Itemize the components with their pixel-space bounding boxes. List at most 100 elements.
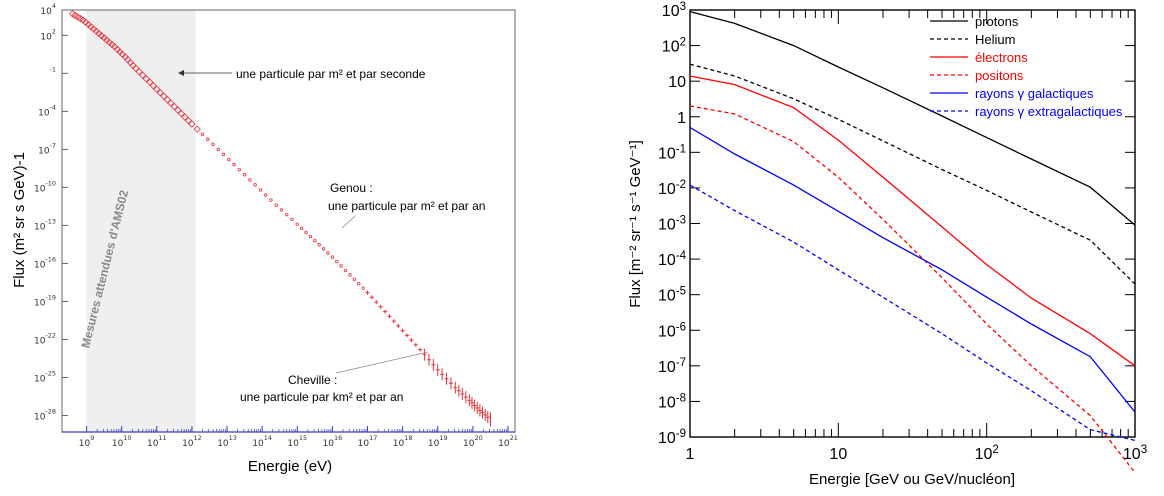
left-x-axis-label: Energie (eV) — [248, 458, 332, 475]
left-data-point — [211, 142, 215, 147]
left-data-point — [167, 99, 175, 107]
left-y-tick-label: 10-10 — [34, 179, 56, 194]
left-data-point — [103, 36, 111, 44]
left-data-point — [269, 198, 273, 202]
left-y-tick-label: 10-28 — [34, 408, 56, 423]
left-data-point — [193, 125, 201, 133]
series-line-0 — [689, 10, 1136, 226]
annotation-genou-text: une particule par m² et par an — [328, 199, 485, 213]
left-y-tick-label: 102 — [40, 27, 56, 42]
left-data-point — [74, 13, 82, 21]
left-data-point — [279, 208, 284, 212]
right-y-tick-label: 10-2 — [658, 179, 686, 198]
right-y-tick-label: 10-1 — [658, 143, 686, 162]
left-data-point — [248, 178, 252, 182]
left-data-point — [170, 102, 179, 111]
right-x-tick-label: 10 — [829, 446, 847, 463]
right-legend: protons Helium électrons positons rayons γ g… — [930, 14, 1123, 119]
legend-label: électrons — [975, 50, 1028, 65]
arrowhead-icon — [178, 70, 184, 76]
left-x-tick-label: 1019 — [428, 434, 448, 449]
left-data-point — [258, 188, 263, 192]
left-x-tick-label: 1016 — [323, 434, 343, 449]
left-y-tick-label: 10-7 — [38, 141, 56, 156]
annotation-genou-title: Genou : — [330, 181, 373, 195]
left-data-point — [95, 29, 103, 38]
left-x-tick-label: 1013 — [217, 434, 237, 449]
right-frame-rect — [689, 9, 1136, 438]
left-data-points — [68, 10, 492, 427]
left-x-tick-label: 1010 — [112, 434, 132, 449]
left-data-point — [237, 167, 242, 172]
left-y-axis-label: Flux (m² sr s GeV)-1 — [11, 152, 28, 288]
left-data-point — [304, 230, 308, 235]
right-y-tick-label: 1 — [677, 110, 686, 127]
left-x-tick-label: 1021 — [498, 434, 518, 449]
left-data-point — [206, 137, 210, 141]
left-axis-ticks: 109 1010 1011 1012 1013 1014 1015 1016 1017 1018 1… — [34, 2, 518, 449]
right-x-tick-label: 102 — [975, 444, 999, 463]
right-x-axis-label: Energie [GeV ou GeV/nucléon] — [809, 471, 1015, 488]
left-data-point — [227, 157, 231, 162]
left-y-tick-label: 104 — [40, 2, 56, 17]
left-data-point — [335, 259, 339, 264]
legend-label: rayons γ galactiques — [975, 86, 1094, 101]
left-data-point — [295, 222, 299, 226]
left-x-tick-label: 1015 — [287, 434, 307, 449]
left-data-point — [149, 82, 157, 90]
left-x-tick-label: 1018 — [393, 434, 413, 449]
right-y-tick-label: 10 — [668, 74, 686, 91]
left-data-point — [184, 116, 193, 125]
series-line-1 — [689, 63, 1136, 285]
left-data-point — [153, 85, 161, 93]
left-data-point — [339, 264, 343, 268]
left-y-tick-label: 10-25 — [34, 370, 56, 385]
left-x-tick-label: 1012 — [182, 434, 202, 449]
left-data-point — [79, 16, 87, 24]
right-plot-frame — [689, 9, 1136, 438]
left-data-point — [132, 64, 140, 72]
left-data-point — [188, 120, 196, 128]
left-data-point — [221, 152, 226, 157]
left-data-point — [68, 10, 77, 18]
right-y-tick-label: 10-3 — [658, 215, 686, 234]
annotation-cheville-title: Cheville : — [288, 373, 337, 387]
ams02-band-rect — [86, 10, 196, 432]
annotation-per-second: une particule par m² et par seconde — [236, 67, 426, 81]
right-y-tick-label: 10-5 — [658, 286, 686, 305]
left-data-point — [216, 147, 220, 152]
legend-label: protons — [975, 14, 1019, 29]
right-y-tick-label: 10-9 — [658, 428, 686, 447]
left-y-tick-label: 10-16 — [34, 255, 56, 270]
left-data-point — [285, 212, 289, 217]
left-data-point — [174, 106, 182, 114]
left-data-point — [92, 27, 100, 35]
left-data-point — [108, 40, 116, 49]
left-data-point — [242, 173, 247, 177]
left-data-point — [113, 45, 121, 53]
right-y-tick-label: 102 — [662, 37, 686, 56]
left-data-point — [110, 43, 119, 51]
left-data-point — [357, 282, 361, 286]
left-x-tick-label: 1017 — [358, 434, 378, 449]
right-x-tick-label: 1 — [686, 446, 695, 463]
left-data-point — [89, 25, 98, 33]
right-axis-ticks: 1 10 102 10310310210110-110-210-310-410-510… — [658, 1, 1147, 463]
series-line-2 — [689, 75, 1136, 367]
right-y-tick-label: 103 — [662, 1, 686, 20]
right-y-tick-label: 10-6 — [658, 321, 686, 340]
annotation-arrow — [335, 351, 429, 374]
left-x-tick-label: 1014 — [252, 434, 272, 449]
left-data-point — [160, 92, 168, 100]
left-x-tick-label: 109 — [79, 434, 95, 449]
left-data-point — [71, 11, 79, 20]
left-data-point — [142, 75, 150, 83]
left-data-point — [274, 203, 278, 207]
left-data-point — [129, 61, 137, 70]
left-data-point — [118, 50, 127, 59]
left-plot-frame — [61, 9, 516, 433]
left-data-point — [84, 20, 93, 29]
left-data-point — [290, 217, 294, 222]
series-line-5 — [689, 184, 1136, 442]
cosmic-ray-spectrum-chart: Mesures attendues d'AMS02 109 1010 1011 101… — [11, 2, 518, 475]
